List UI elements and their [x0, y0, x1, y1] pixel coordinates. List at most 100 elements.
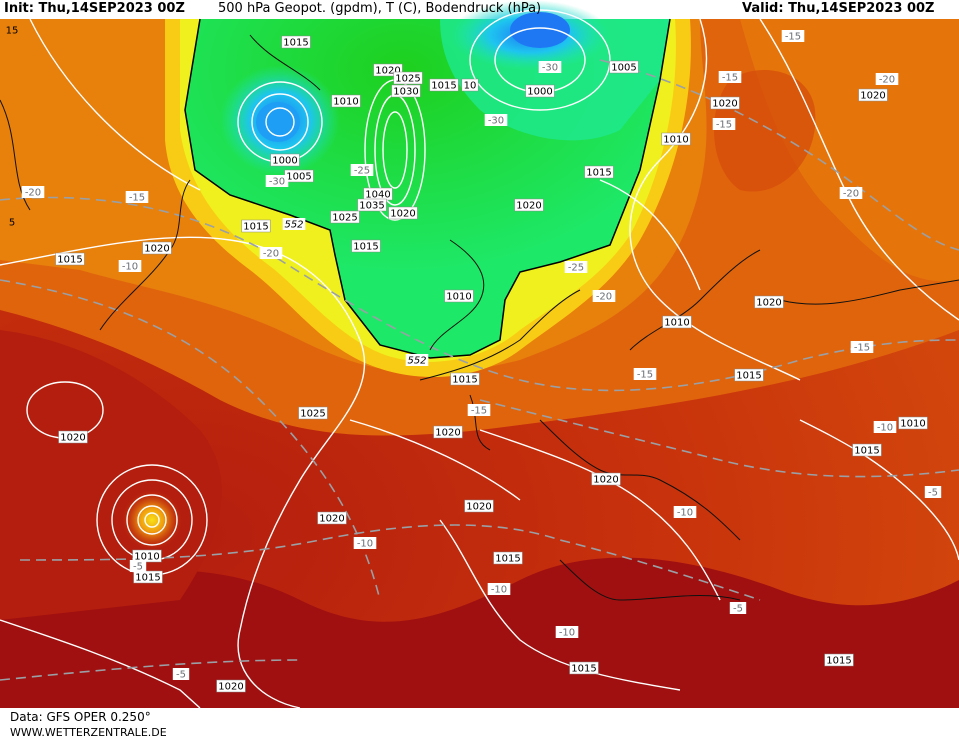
- svg-text:-10: -10: [491, 585, 507, 596]
- pressure-label: 1020: [58, 430, 88, 444]
- svg-text:1015: 1015: [452, 375, 477, 386]
- svg-text:-30: -30: [488, 116, 504, 127]
- svg-text:1040: 1040: [365, 190, 390, 201]
- temperature-label: -30: [538, 61, 562, 74]
- temperature-label: -15: [712, 118, 736, 131]
- svg-text:-5: -5: [176, 670, 186, 681]
- temperature-label: -5: [729, 602, 747, 615]
- pressure-label: 1015: [450, 372, 480, 386]
- svg-text:1015: 1015: [854, 446, 879, 457]
- pressure-label: 1020: [317, 511, 347, 525]
- data-source: Data: GFS OPER 0.250°: [10, 710, 151, 724]
- svg-text:1015: 1015: [736, 371, 761, 382]
- svg-text:1015: 1015: [586, 168, 611, 179]
- svg-text:1010: 1010: [446, 292, 471, 303]
- pressure-label: 1020: [388, 206, 418, 220]
- svg-text:1030: 1030: [393, 87, 418, 98]
- coastlines: [0, 34, 959, 601]
- svg-text:-25: -25: [354, 166, 370, 177]
- svg-text:1020: 1020: [319, 514, 344, 525]
- contour-552-label: 552: [405, 354, 429, 367]
- header-bar: Init: Thu,14SEP2023 00Z 500 hPa Geopot. …: [0, 0, 959, 19]
- svg-text:1015: 1015: [571, 664, 596, 675]
- svg-text:-20: -20: [596, 292, 612, 303]
- pressure-label: 1010: [661, 132, 691, 146]
- contour-552: [184, 18, 671, 359]
- pressure-label: 1010: [898, 416, 928, 430]
- pressure-label: 1005: [609, 60, 639, 74]
- svg-text:1020: 1020: [756, 298, 781, 309]
- map-title: 500 hPa Geopot. (gpdm), T (C), Bodendruc…: [218, 1, 542, 16]
- pressure-label: 1015: [852, 443, 882, 457]
- temperature-label: -10: [353, 537, 377, 550]
- website: WWW.WETTERZENTRALE.DE: [10, 726, 167, 739]
- svg-text:10: 10: [464, 81, 477, 92]
- svg-text:-15: -15: [471, 406, 487, 417]
- temperature-label: -20: [259, 247, 283, 260]
- pressure-label: 1010: [132, 549, 162, 563]
- temperature-label: -10: [555, 626, 579, 639]
- temperature-label: -5: [172, 668, 190, 681]
- pressure-label: 1015: [55, 252, 85, 266]
- svg-text:1005: 1005: [286, 172, 311, 183]
- svg-text:1015: 1015: [57, 255, 82, 266]
- svg-text:1035: 1035: [359, 201, 384, 212]
- temperature-label: -10: [873, 421, 897, 434]
- svg-text:-10: -10: [357, 539, 373, 550]
- svg-text:-20: -20: [879, 75, 895, 86]
- temperature-label: -15: [718, 71, 742, 84]
- field-atlantic-red: [0, 330, 222, 620]
- svg-text:-10: -10: [677, 508, 693, 519]
- temperature-label: -30: [265, 175, 289, 188]
- pressure-label: 1005: [284, 169, 314, 183]
- temperature-label: -20: [592, 290, 616, 303]
- svg-text:-15: -15: [637, 370, 653, 381]
- pressure-label: 1020: [142, 241, 172, 255]
- temperature-label: -15: [125, 191, 149, 204]
- pressure-label: 1020: [216, 679, 246, 693]
- pressure-label: 1030: [391, 84, 421, 98]
- svg-text:-10: -10: [877, 423, 893, 434]
- pressure-label: 1010: [662, 315, 692, 329]
- pressure-label: 1025: [393, 71, 423, 85]
- temperature-labels: -15 -30 -15 -20 -15 -30 -25 -30 -20 -15 -20 -20 -10 -…: [21, 30, 942, 681]
- svg-text:1020: 1020: [712, 99, 737, 110]
- temperature-label: -15: [781, 30, 805, 43]
- pressure-label: 1010: [331, 94, 361, 108]
- temperature-label: -10: [118, 260, 142, 273]
- svg-text:-20: -20: [25, 188, 41, 199]
- svg-text:5: 5: [9, 218, 15, 229]
- temperature-label: -5: [924, 486, 942, 499]
- svg-text:1015: 1015: [243, 222, 268, 233]
- pressure-label: 1000: [270, 153, 300, 167]
- temperature-label: -5: [129, 560, 147, 573]
- contour-552-label: 552: [282, 218, 306, 231]
- contour-552-labels: 552 552: [282, 218, 429, 367]
- pressure-label: 1035: [357, 198, 387, 212]
- svg-text:-15: -15: [129, 193, 145, 204]
- isobars: [0, 9, 959, 709]
- svg-text:1020: 1020: [593, 475, 618, 486]
- pressure-label: 1015: [734, 368, 764, 382]
- pressure-label: 1020: [433, 425, 463, 439]
- pressure-label: 1015: [281, 35, 311, 49]
- svg-text:-5: -5: [133, 562, 143, 573]
- svg-text:1020: 1020: [144, 244, 169, 255]
- temperature-label: -25: [564, 261, 588, 274]
- svg-text:1015: 1015: [283, 38, 308, 49]
- temperature-label: -20: [21, 186, 45, 199]
- edge-labels: 15 5: [6, 26, 19, 229]
- pressure-label: 1015: [133, 570, 163, 584]
- svg-text:-15: -15: [785, 32, 801, 43]
- field-south-red: [0, 557, 959, 708]
- svg-text:1010: 1010: [664, 318, 689, 329]
- svg-text:1005: 1005: [611, 63, 636, 74]
- temperature-label: -30: [484, 114, 508, 127]
- pressure-label: 1020: [464, 499, 494, 513]
- svg-text:1020: 1020: [218, 682, 243, 693]
- svg-text:1020: 1020: [516, 201, 541, 212]
- init-time: Init: Thu,14SEP2023 00Z: [4, 1, 185, 16]
- valid-time: Valid: Thu,14SEP2023 00Z: [742, 1, 935, 16]
